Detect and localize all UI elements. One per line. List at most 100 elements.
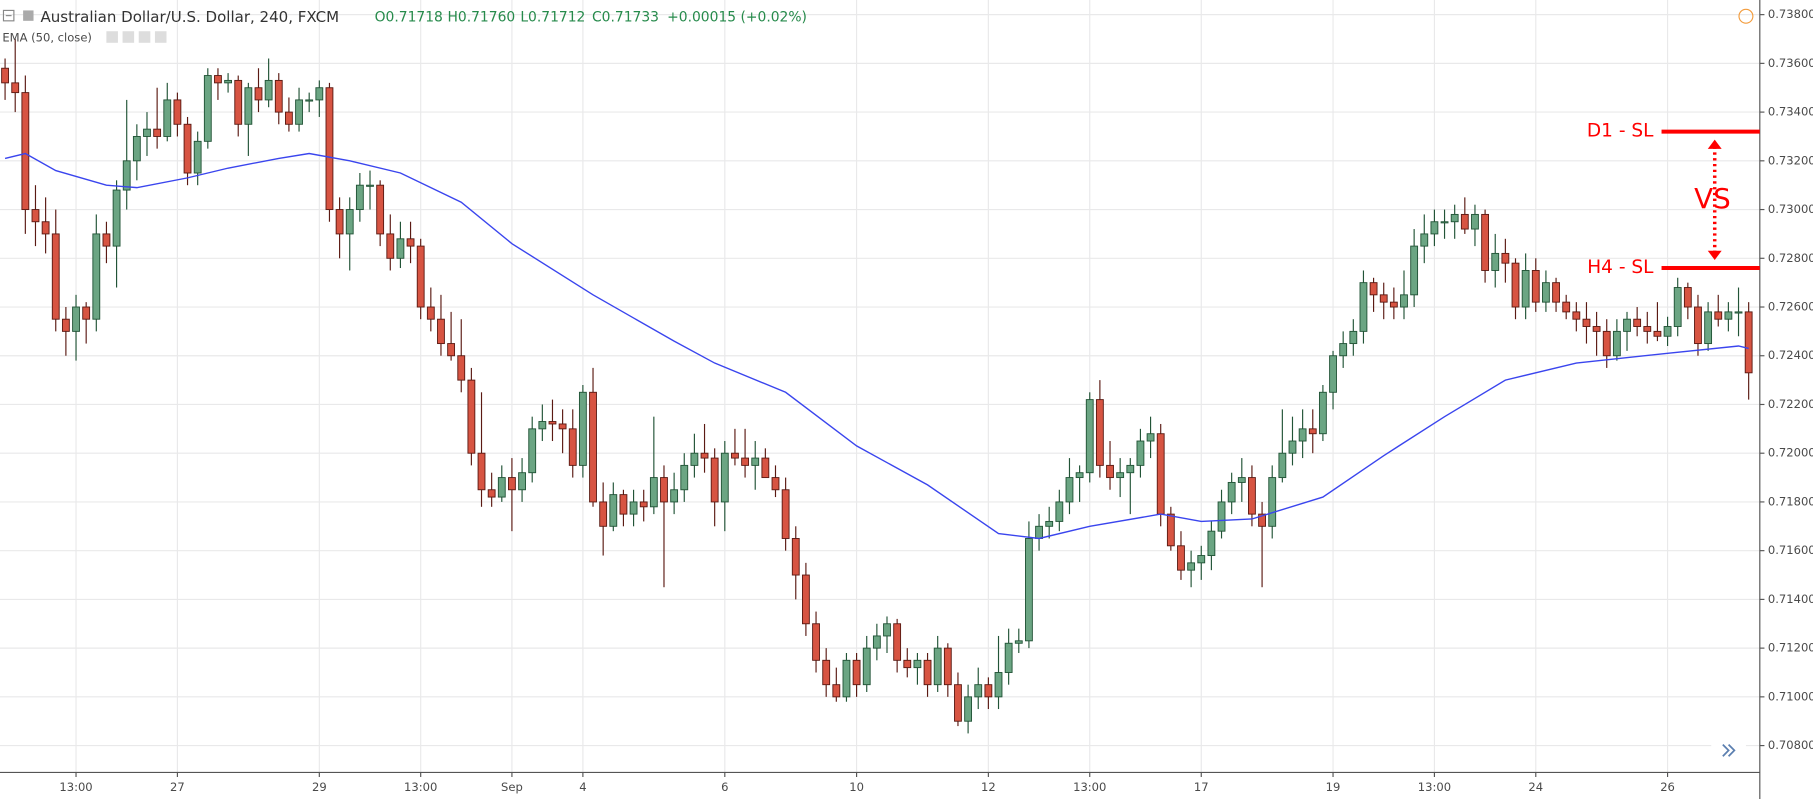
candle-body — [315, 87, 324, 101]
candle-body — [649, 477, 658, 508]
candle-body — [112, 189, 121, 247]
candle-body — [285, 111, 293, 125]
candle-body — [143, 128, 151, 137]
candle-body — [1035, 525, 1043, 539]
candle-body — [670, 489, 679, 503]
indicator-button[interactable] — [106, 31, 118, 43]
candle-body — [943, 647, 952, 686]
candle-body — [1349, 330, 1358, 345]
x-tick-label: 13:00 — [1418, 780, 1451, 794]
collapse-icon[interactable] — [2, 9, 15, 22]
candle-body — [700, 452, 709, 459]
candle-body — [1491, 252, 1500, 271]
x-tick-label: 6 — [721, 780, 728, 794]
close-value: C0.71733 — [592, 9, 659, 25]
candle-body — [295, 99, 303, 125]
candle-body — [862, 647, 871, 686]
candle-body — [11, 82, 20, 94]
indicator-button[interactable] — [122, 31, 135, 43]
candle-body — [214, 75, 222, 84]
y-tick-label: 0.73000 — [1768, 202, 1813, 216]
candle-body — [305, 99, 314, 102]
warning-icon[interactable] — [1738, 8, 1754, 24]
candle-body — [1116, 472, 1125, 479]
candle-body — [1410, 245, 1419, 296]
candle-body — [1694, 306, 1702, 345]
indicator-button[interactable] — [138, 31, 151, 43]
candle-body — [1379, 294, 1388, 303]
candle-body — [822, 659, 831, 686]
candle-body — [41, 221, 50, 235]
candle-body — [244, 87, 253, 125]
y-tick-label: 0.71200 — [1768, 641, 1813, 655]
candle-body — [1288, 440, 1297, 454]
scroll-icon — [1722, 744, 1736, 757]
plot — [1, 38, 1753, 734]
candle-body — [1248, 477, 1256, 515]
candle-body — [933, 647, 942, 686]
y-tick-label: 0.71400 — [1768, 592, 1813, 606]
candle-body — [1217, 501, 1226, 532]
candle-body — [558, 423, 567, 430]
candle-body — [234, 79, 243, 125]
candle-body — [153, 128, 162, 137]
candle-body — [599, 501, 608, 527]
candle-body — [710, 457, 719, 503]
candle-body — [1552, 282, 1560, 303]
candle-body — [1653, 330, 1662, 337]
candle-body — [31, 209, 40, 223]
x-tick-label: 24 — [1528, 780, 1543, 794]
candle-body — [832, 684, 841, 698]
x-tick-label: 26 — [1660, 780, 1675, 794]
candle-body — [1045, 520, 1054, 527]
candle-body — [1136, 440, 1145, 466]
candle-body — [376, 184, 385, 235]
candle-body — [1704, 311, 1713, 345]
indicator-button[interactable] — [154, 31, 167, 43]
x-tick-label: 12 — [981, 780, 996, 794]
x-tick-label: 19 — [1326, 780, 1341, 794]
candle-body — [781, 489, 790, 539]
candle-body — [741, 457, 749, 466]
candle-body — [122, 160, 131, 191]
candle-body — [1734, 311, 1743, 314]
y-tick-label: 0.73200 — [1768, 153, 1813, 167]
candle-body — [1460, 213, 1469, 230]
candle-body — [731, 452, 739, 459]
y-tick-label: 0.72000 — [1768, 446, 1813, 460]
y-tick-label: 0.72600 — [1768, 300, 1813, 314]
candle-body — [801, 574, 810, 625]
candle-body — [386, 233, 395, 259]
candle-body — [254, 87, 263, 101]
indicator-label[interactable]: EMA (50, close) — [2, 31, 92, 45]
symbol-title[interactable]: Australian Dollar/U.S. Dollar, 240, FXCM — [40, 8, 339, 26]
y-tick-label: 0.71600 — [1768, 543, 1813, 557]
y-tick-label: 0.71000 — [1768, 689, 1813, 703]
candle-body — [1359, 282, 1368, 332]
candle-body — [1612, 330, 1621, 357]
candle-body — [1643, 326, 1652, 332]
ema-line — [4, 152, 1749, 540]
candle-body — [183, 123, 192, 174]
candle-body — [1237, 477, 1246, 483]
candle-body — [1714, 311, 1723, 320]
candle-body — [102, 233, 111, 247]
y-tick-label: 0.73400 — [1768, 105, 1813, 119]
candle-body — [1197, 555, 1206, 564]
x-tick-label: Sep — [501, 780, 523, 794]
x-tick-label: 29 — [312, 780, 327, 794]
candle-body — [1521, 270, 1530, 308]
candle-body — [1025, 538, 1033, 642]
candle-body — [1420, 233, 1429, 247]
candle-body — [791, 538, 800, 576]
x-tick-label: 13:00 — [1073, 780, 1106, 794]
candle-body — [538, 421, 547, 430]
candle-body — [1673, 287, 1682, 327]
candle-body — [132, 135, 141, 162]
candle-body — [21, 92, 30, 211]
candle-body — [1177, 545, 1185, 571]
candle-body — [1471, 213, 1479, 230]
candle-body — [680, 464, 689, 491]
candle-body — [1511, 262, 1520, 308]
